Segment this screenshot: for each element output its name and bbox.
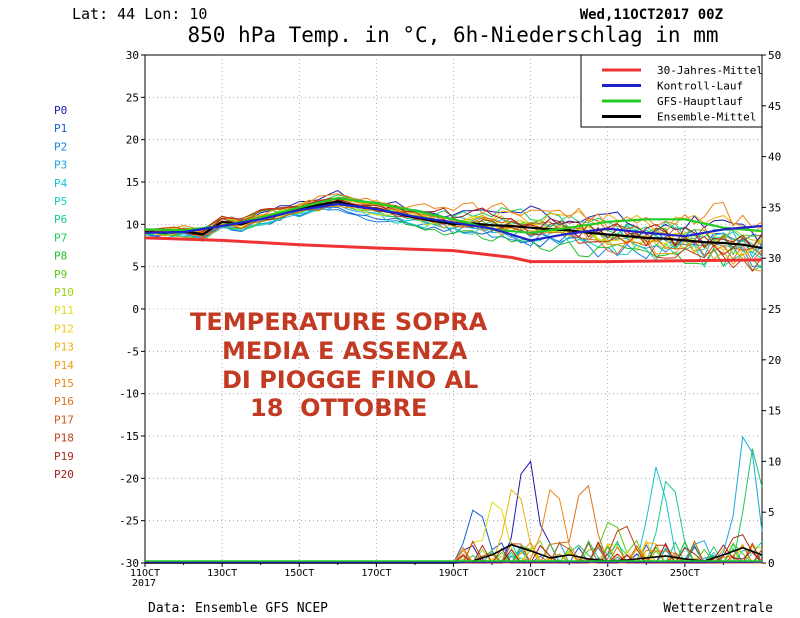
member-label-p10: P10 <box>54 286 74 299</box>
member-label-p17: P17 <box>54 413 74 426</box>
y-tick-label-right: 45 <box>768 100 781 113</box>
member-label-p12: P12 <box>54 322 74 335</box>
series-30-jahres-mittel <box>144 236 763 264</box>
annotation-line-1: TEMPERATURE SOPRA <box>190 308 488 336</box>
member-label-p19: P19 <box>54 450 74 463</box>
y-tick-label-left: -20 <box>119 472 139 485</box>
member-temp-p18 <box>144 198 763 273</box>
y-tick-label-left: 5 <box>132 261 139 274</box>
member-label-p16: P16 <box>54 395 74 408</box>
member-label-p5: P5 <box>54 195 67 208</box>
member-label-p13: P13 <box>54 341 74 354</box>
legend-label: 30-Jahres-Mittel <box>657 64 763 77</box>
y-tick-label-left: -10 <box>119 388 139 401</box>
member-label-p15: P15 <box>54 377 74 390</box>
y-tick-label-left: -30 <box>119 557 139 570</box>
y-tick-label-right: 15 <box>768 405 781 418</box>
series-kontroll-lauf <box>144 202 763 242</box>
y-tick-label-left: 0 <box>132 303 139 316</box>
y-tick-label-right: 30 <box>768 252 781 265</box>
y-tick-label-right: 20 <box>768 354 781 367</box>
annotation: TEMPERATURE SOPRA MEDIA E ASSENZA DI PIO… <box>190 308 488 422</box>
series-ensemble-mittel-niederschlag <box>145 543 763 564</box>
y-tick-label-left: -15 <box>119 430 139 443</box>
series-gfs-hauptlauf <box>144 197 763 234</box>
run-label: Wed,11OCT2017 00Z <box>580 7 723 23</box>
y-tick-label-right: 25 <box>768 303 781 316</box>
x-tick-label: 13OCT <box>207 568 237 579</box>
source-label: Data: Ensemble GFS NCEP <box>148 601 328 616</box>
y-tick-label-left: 15 <box>126 176 139 189</box>
location-label: Lat: 44 Lon: 10 <box>72 5 207 23</box>
x-axis: 11OCT2017 13OCT 15OCT 17OCT 19OCT 21OCT 23OCT 2… <box>130 563 724 589</box>
member-label-p3: P3 <box>54 159 67 172</box>
x-tick-label: 11OCT <box>130 568 160 579</box>
brand-label: Wetterzentrale <box>663 601 773 616</box>
member-label-p4: P4 <box>54 177 68 190</box>
member-label-p1: P1 <box>54 122 67 135</box>
y-tick-label-left: 30 <box>126 49 139 62</box>
member-label-p8: P8 <box>54 250 67 263</box>
member-temp-p13 <box>144 197 763 237</box>
y-tick-label-left: -25 <box>119 515 139 528</box>
legend-label: Kontroll-Lauf <box>657 80 743 93</box>
main-series <box>144 197 763 564</box>
y-tick-label-right: 5 <box>768 506 775 519</box>
y-tick-label-right: 50 <box>768 49 781 62</box>
x-tick-label: 21OCT <box>516 568 546 579</box>
y-tick-label-left: 10 <box>126 218 139 231</box>
member-label-p11: P11 <box>54 304 74 317</box>
member-label-p0: P0 <box>54 104 67 117</box>
x-tick-label: 17OCT <box>361 568 391 579</box>
annotation-line-3: DI PIOGGE FINO AL <box>222 366 478 394</box>
member-label-p20: P20 <box>54 468 74 481</box>
annotation-line-2: MEDIA E ASSENZA <box>222 337 468 365</box>
y-tick-label-right: 10 <box>768 455 781 468</box>
y-tick-label-left: 25 <box>126 91 139 104</box>
y-tick-label-right: 35 <box>768 201 781 214</box>
x-tick-label: 25OCT <box>670 568 700 579</box>
y-tick-label-left: 20 <box>126 134 139 147</box>
legend-label: Ensemble-Mittel <box>657 111 756 124</box>
legend-label: GFS-Hauptlauf <box>657 95 743 108</box>
member-label-p7: P7 <box>54 231 67 244</box>
member-label-p6: P6 <box>54 213 67 226</box>
x-tick-label: 15OCT <box>284 568 314 579</box>
y-tick-label-right: 0 <box>768 557 775 570</box>
annotation-line-4: 18 OTTOBRE <box>250 394 427 422</box>
x-tick-label: 23OCT <box>593 568 623 579</box>
legend: 30-Jahres-Mittel Kontroll-Lauf GFS-Hauptla… <box>580 54 763 128</box>
y-axis-left: 30 25 20 15 10 5 0 -5 -10 -15 -20 -25 -30 <box>119 49 145 570</box>
y-tick-label-left: -5 <box>126 345 139 358</box>
x-tick-label: 19OCT <box>438 568 468 579</box>
chart-title: 850 hPa Temp. in °C, 6h-Niederschlag in … <box>187 23 718 47</box>
member-label-p2: P2 <box>54 140 67 153</box>
y-tick-label-right: 40 <box>768 151 781 164</box>
x-tick-year-label: 2017 <box>132 578 156 589</box>
member-label-p14: P14 <box>54 359 74 372</box>
member-label-p9: P9 <box>54 268 67 281</box>
member-label-p18: P18 <box>54 432 74 445</box>
member-legend: P0 P1 P2 P3 P4 P5 P6 P7 P8 P9 P10 P11 P12 P13 P14 P15 P1… <box>54 104 74 481</box>
